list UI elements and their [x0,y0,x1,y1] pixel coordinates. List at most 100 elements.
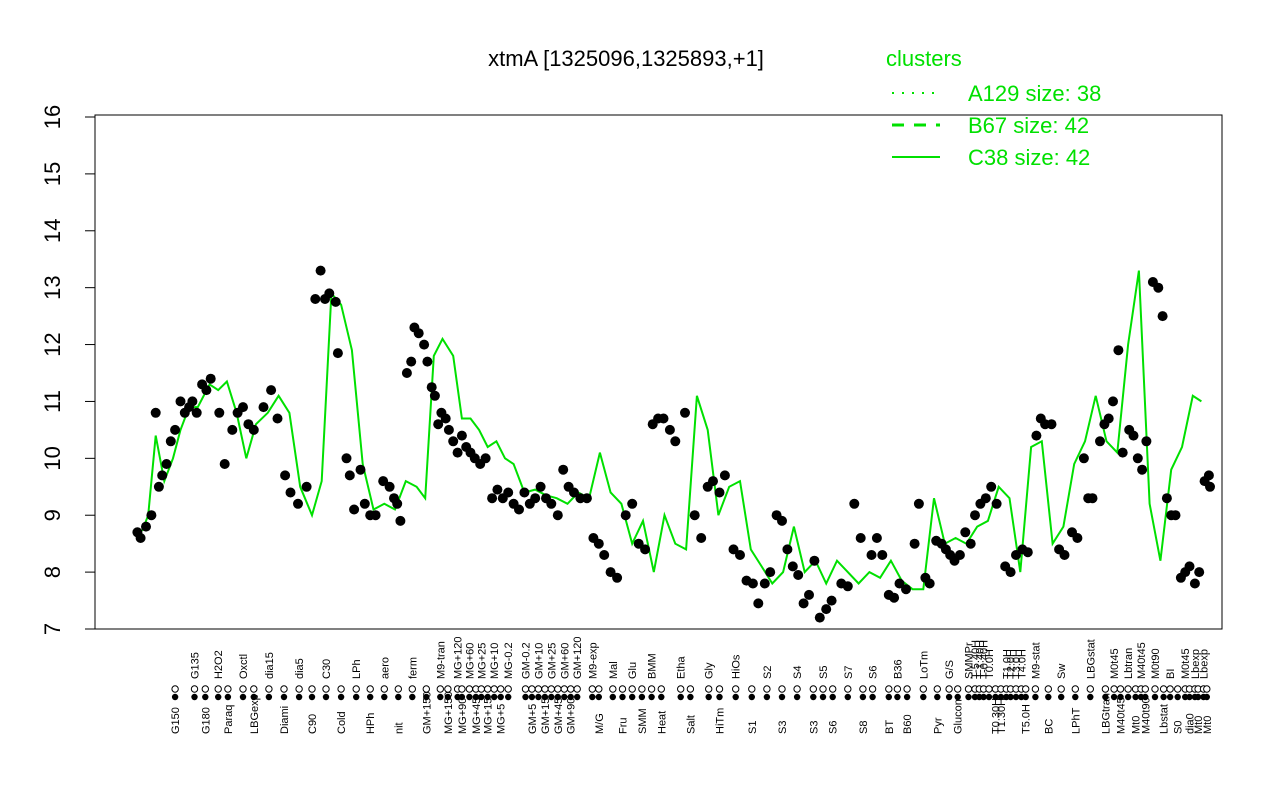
data-point [633,538,644,549]
x-tick-label: B36 [892,659,904,679]
x-tick-label: Mal [608,661,620,679]
x-marker-open [647,685,656,693]
x-marker-filled [1022,693,1029,701]
data-point [330,296,341,307]
data-point [924,578,935,589]
x-marker-open [337,685,345,693]
data-point [456,430,467,441]
data-point [593,538,604,549]
x-marker-filled [885,693,892,701]
data-point [285,487,296,498]
x-marker-open [903,685,911,693]
x-marker-filled [920,693,927,701]
x-tick-label: dia5 [294,658,306,679]
x-marker-filled [574,693,581,701]
x-marker-open [352,685,360,693]
x-tick-label: T-1.40H [974,640,986,679]
x-marker-filled [554,693,561,701]
data-point [1113,345,1124,356]
x-marker-filled [548,693,555,701]
data-point [214,407,225,418]
data-point [492,484,503,495]
x-tick-label: Lbtran [1123,648,1135,679]
x-marker-filled [1117,693,1124,701]
x-marker-filled [687,693,694,701]
x-marker-filled [954,693,961,701]
x-marker-open [295,685,303,693]
x-marker-filled [778,693,786,701]
x-marker-open [477,685,485,693]
x-tick-label: M9-tran [435,641,447,679]
x-tick-label: GM+45 [553,698,565,734]
x-tick-label: LBGtran [1100,693,1112,734]
x-marker-filled [491,693,498,701]
data-point [670,436,681,447]
x-tick-label: dia15 [264,652,276,679]
x-marker-filled [985,693,993,701]
data-point [378,476,389,487]
data-point [293,498,303,509]
data-point [986,481,997,492]
x-marker-filled [793,693,801,701]
x-marker-open [214,685,222,693]
x-tick-label: T5.0H [1021,704,1033,734]
data-point [191,407,202,418]
data-point [419,339,430,350]
x-marker-filled [381,693,388,701]
data-point [150,407,161,418]
data-point [205,373,216,384]
x-marker-open [465,685,474,693]
x-tick-label: BC [1043,719,1055,734]
x-marker-open [954,685,962,693]
data-point [422,356,433,367]
x-marker-open [490,685,498,693]
x-marker-filled [859,693,867,701]
x-marker-open [1101,685,1110,693]
x-tick-label: Mt0 [1202,716,1214,734]
data-point [141,521,151,532]
x-marker-open [809,685,817,693]
x-marker-filled [444,693,452,701]
data-point [448,436,459,447]
x-marker-open [171,685,179,693]
x-marker-open [964,685,973,693]
x-marker-filled [1174,693,1181,701]
data-point [1205,481,1215,492]
x-marker-filled [992,693,999,701]
data-point [793,570,804,580]
x-marker-open [819,685,827,693]
x-marker-filled [458,693,466,701]
y-tick-label: 11 [40,390,65,413]
x-marker-open [945,685,953,693]
x-tick-label: Gly [704,662,716,679]
x-tick-label: GM+60 [559,643,571,679]
x-tick-label: MG+90 [457,698,469,734]
x-tick-label: MG+15 [483,698,495,734]
data-point [787,561,798,572]
x-marker-filled [1151,693,1159,701]
y-tick-label: 9 [40,509,65,521]
x-tick-label: G150 [170,707,182,734]
data-point [664,424,675,435]
data-point [238,402,248,413]
x-tick-label: M40t45 [1116,697,1128,734]
x-marker-filled [648,693,655,701]
x-tick-label: T2.0H [1006,649,1018,679]
x-tick-label: S1 [747,721,759,734]
data-point [1117,447,1128,458]
x-tick-label: M0t45 [1180,648,1192,679]
data-point [248,424,259,435]
x-marker-filled [716,693,723,701]
x-marker-open [1159,685,1168,693]
data-point [658,413,669,424]
x-marker-filled [171,693,179,701]
x-marker-open [705,685,713,693]
x-marker-filled [561,693,568,701]
x-marker-filled [638,693,646,701]
data-point [612,572,623,583]
x-marker-open [422,685,430,693]
x-marker-filled [395,693,402,701]
data-point [680,407,690,418]
data-point [315,265,326,276]
